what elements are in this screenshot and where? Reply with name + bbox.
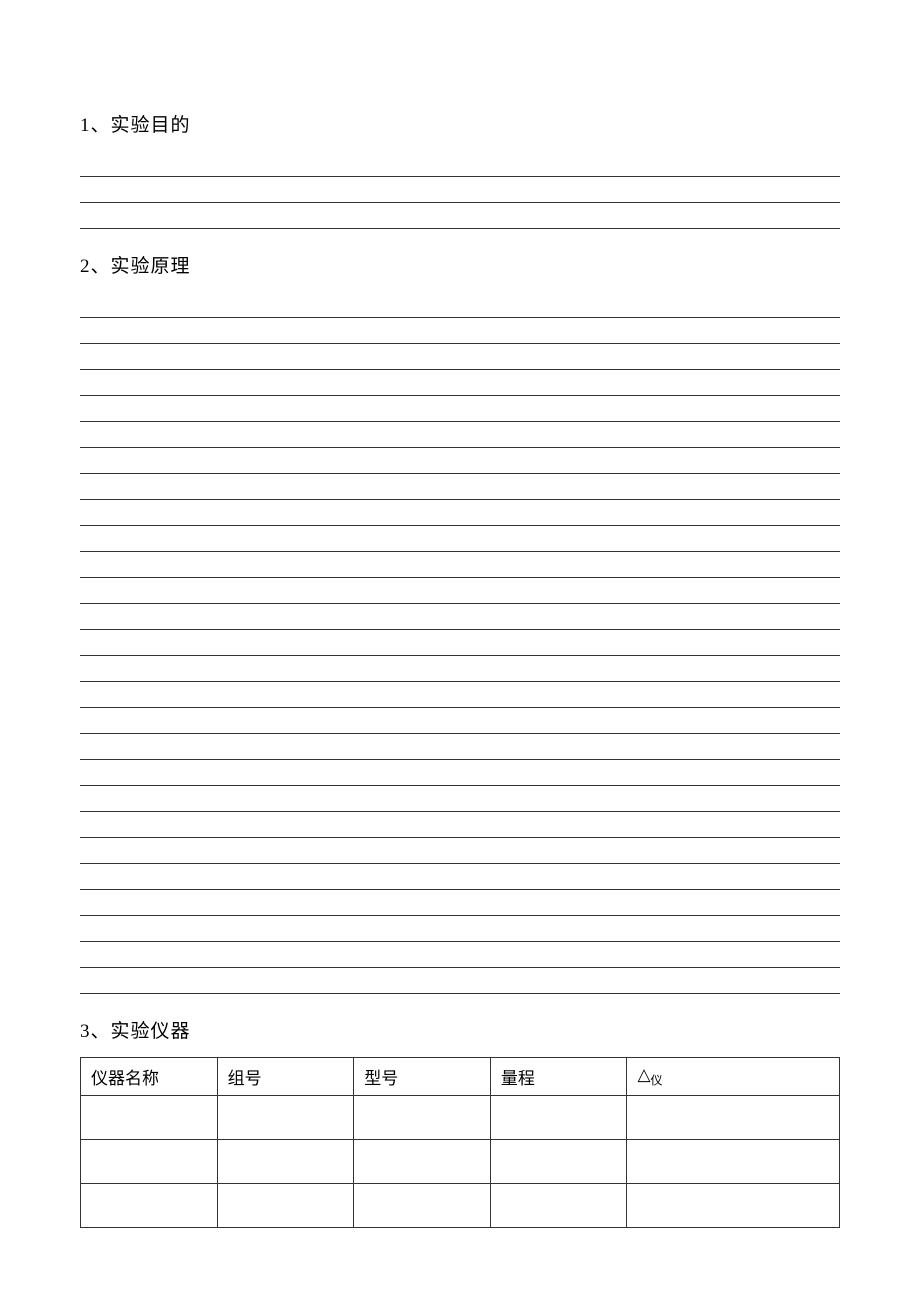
ruled-line (80, 422, 840, 448)
instrument-table: 仪器名称 组号 型号 量程 △仪 (80, 1057, 840, 1228)
table-cell (354, 1096, 491, 1140)
table-cell (490, 1140, 627, 1184)
table-cell (627, 1140, 840, 1184)
ruled-line (80, 682, 840, 708)
ruled-line (80, 474, 840, 500)
table-body (81, 1096, 840, 1228)
ruled-line (80, 396, 840, 422)
section-2: 2、实验原理 (80, 251, 840, 994)
ruled-line (80, 812, 840, 838)
ruled-line (80, 942, 840, 968)
col-header-name: 仪器名称 (81, 1058, 218, 1096)
col-header-model: 型号 (354, 1058, 491, 1096)
ruled-line (80, 177, 840, 203)
ruled-line (80, 151, 840, 177)
table-cell (217, 1140, 354, 1184)
ruled-line (80, 968, 840, 994)
ruled-line (80, 786, 840, 812)
col-header-range: 量程 (490, 1058, 627, 1096)
section-2-heading: 2、实验原理 (80, 251, 840, 278)
table-cell (354, 1140, 491, 1184)
ruled-line (80, 370, 840, 396)
ruled-line (80, 448, 840, 474)
col-header-group: 组号 (217, 1058, 354, 1096)
table-cell (354, 1184, 491, 1228)
table-row (81, 1140, 840, 1184)
table-header-row: 仪器名称 组号 型号 量程 △仪 (81, 1058, 840, 1096)
table-row (81, 1184, 840, 1228)
ruled-line (80, 890, 840, 916)
col-header-delta: △仪 (627, 1058, 840, 1096)
ruled-line (80, 344, 840, 370)
ruled-line (80, 656, 840, 682)
table-cell (217, 1096, 354, 1140)
ruled-line (80, 604, 840, 630)
ruled-line (80, 552, 840, 578)
section-3: 3、实验仪器 仪器名称 组号 型号 量程 △仪 (80, 1016, 840, 1228)
table-cell (81, 1140, 218, 1184)
section-1: 1、实验目的 (80, 110, 840, 229)
table-row (81, 1096, 840, 1140)
ruled-line (80, 578, 840, 604)
ruled-line (80, 526, 840, 552)
section-2-lines (80, 292, 840, 994)
table-cell (627, 1096, 840, 1140)
ruled-line (80, 760, 840, 786)
ruled-line (80, 864, 840, 890)
table-cell (627, 1184, 840, 1228)
ruled-line (80, 318, 840, 344)
table-cell (490, 1096, 627, 1140)
table-cell (81, 1096, 218, 1140)
table-cell (490, 1184, 627, 1228)
ruled-line (80, 630, 840, 656)
ruled-line (80, 734, 840, 760)
ruled-line (80, 203, 840, 229)
section-1-heading: 1、实验目的 (80, 110, 840, 137)
table-cell (81, 1184, 218, 1228)
ruled-line (80, 916, 840, 942)
section-1-lines (80, 151, 840, 229)
ruled-line (80, 500, 840, 526)
section-3-heading: 3、实验仪器 (80, 1016, 840, 1043)
table-cell (217, 1184, 354, 1228)
ruled-line (80, 708, 840, 734)
ruled-line (80, 838, 840, 864)
ruled-line (80, 292, 840, 318)
